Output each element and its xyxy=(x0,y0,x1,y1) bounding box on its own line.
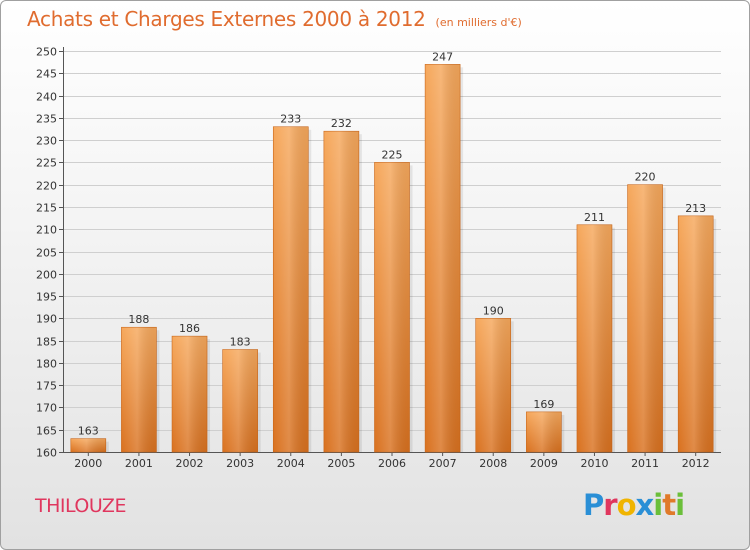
y-tick-label: 240 xyxy=(36,91,57,104)
axes xyxy=(59,47,721,456)
bar-highlight xyxy=(425,64,461,452)
data-label: 225 xyxy=(382,148,403,161)
bar-highlight xyxy=(374,162,410,452)
city-name: THILOUZE xyxy=(35,495,126,517)
bar-highlight xyxy=(273,126,309,452)
bar-highlight xyxy=(678,215,714,452)
x-tick-label: 2006 xyxy=(378,457,406,470)
bar-highlight xyxy=(627,184,663,452)
x-tick-label: 2007 xyxy=(429,457,457,470)
bar-highlight xyxy=(323,131,359,452)
bar-highlight xyxy=(70,438,106,452)
x-tick-label: 2004 xyxy=(277,457,305,470)
y-tick-label: 165 xyxy=(36,425,57,438)
data-label: 233 xyxy=(280,113,301,126)
bar-highlight xyxy=(526,411,562,452)
y-tick-label: 245 xyxy=(36,68,57,81)
y-tick-label: 215 xyxy=(36,202,57,215)
bars xyxy=(70,64,717,453)
y-tick-label: 185 xyxy=(36,336,57,349)
x-tick-label: 2003 xyxy=(226,457,254,470)
x-tick-label: 2010 xyxy=(580,457,608,470)
data-label: 247 xyxy=(432,50,453,63)
x-tick-label: 2000 xyxy=(74,457,102,470)
bar-highlight xyxy=(576,224,612,452)
y-tick-label: 220 xyxy=(36,180,57,193)
y-tick-label: 205 xyxy=(36,247,57,260)
logo-letter: x xyxy=(635,488,655,522)
x-tick-label: 2005 xyxy=(327,457,355,470)
y-tick-label: 170 xyxy=(36,402,57,415)
data-label: 232 xyxy=(331,117,352,130)
logo-letter: o xyxy=(616,488,637,522)
logo-letter: i xyxy=(653,488,663,522)
logo-letter: r xyxy=(603,488,617,522)
bar-highlight xyxy=(121,327,157,452)
data-label: 213 xyxy=(685,202,706,215)
y-tick-label: 160 xyxy=(36,447,57,460)
title-row: Achats et Charges Externes 2000 à 2012 (e… xyxy=(27,7,522,31)
data-label: 186 xyxy=(179,322,200,335)
chart-title: Achats et Charges Externes 2000 à 2012 xyxy=(27,7,426,31)
x-tick-label: 2002 xyxy=(176,457,204,470)
y-tick-label: 200 xyxy=(36,269,57,282)
bar-highlight xyxy=(172,336,208,452)
y-tick-label: 190 xyxy=(36,313,57,326)
labels: 160 165 170 175 180 185 190 195 200 205 210 215 220 2… xyxy=(36,46,710,471)
y-tick-label: 180 xyxy=(36,358,57,371)
logo-letter: P xyxy=(583,488,604,522)
y-tick-label: 235 xyxy=(36,113,57,126)
data-label: 183 xyxy=(230,336,251,349)
x-tick-label: 2008 xyxy=(479,457,507,470)
y-tick-label: 195 xyxy=(36,291,57,304)
x-tick-label: 2009 xyxy=(530,457,558,470)
y-tick-label: 250 xyxy=(36,46,57,59)
x-tick-label: 2001 xyxy=(125,457,153,470)
data-label: 169 xyxy=(533,398,554,411)
y-tick-label: 175 xyxy=(36,380,57,393)
data-label: 190 xyxy=(483,304,504,317)
proxiti-logo: Proxiti xyxy=(583,488,685,522)
chart-subtitle: (en milliers d'€) xyxy=(435,16,522,29)
y-tick-label: 210 xyxy=(36,224,57,237)
logo-letter: t xyxy=(662,488,676,522)
y-tick-label: 225 xyxy=(36,157,57,170)
data-label: 188 xyxy=(128,313,149,326)
logo-letter: i xyxy=(675,488,685,522)
data-label: 163 xyxy=(78,425,99,438)
bar-highlight xyxy=(222,349,258,452)
x-tick-label: 2012 xyxy=(682,457,710,470)
bar-highlight xyxy=(475,318,511,452)
y-tick-label: 230 xyxy=(36,135,57,148)
x-tick-label: 2011 xyxy=(631,457,659,470)
data-label: 211 xyxy=(584,211,605,224)
data-label: 220 xyxy=(635,171,656,184)
